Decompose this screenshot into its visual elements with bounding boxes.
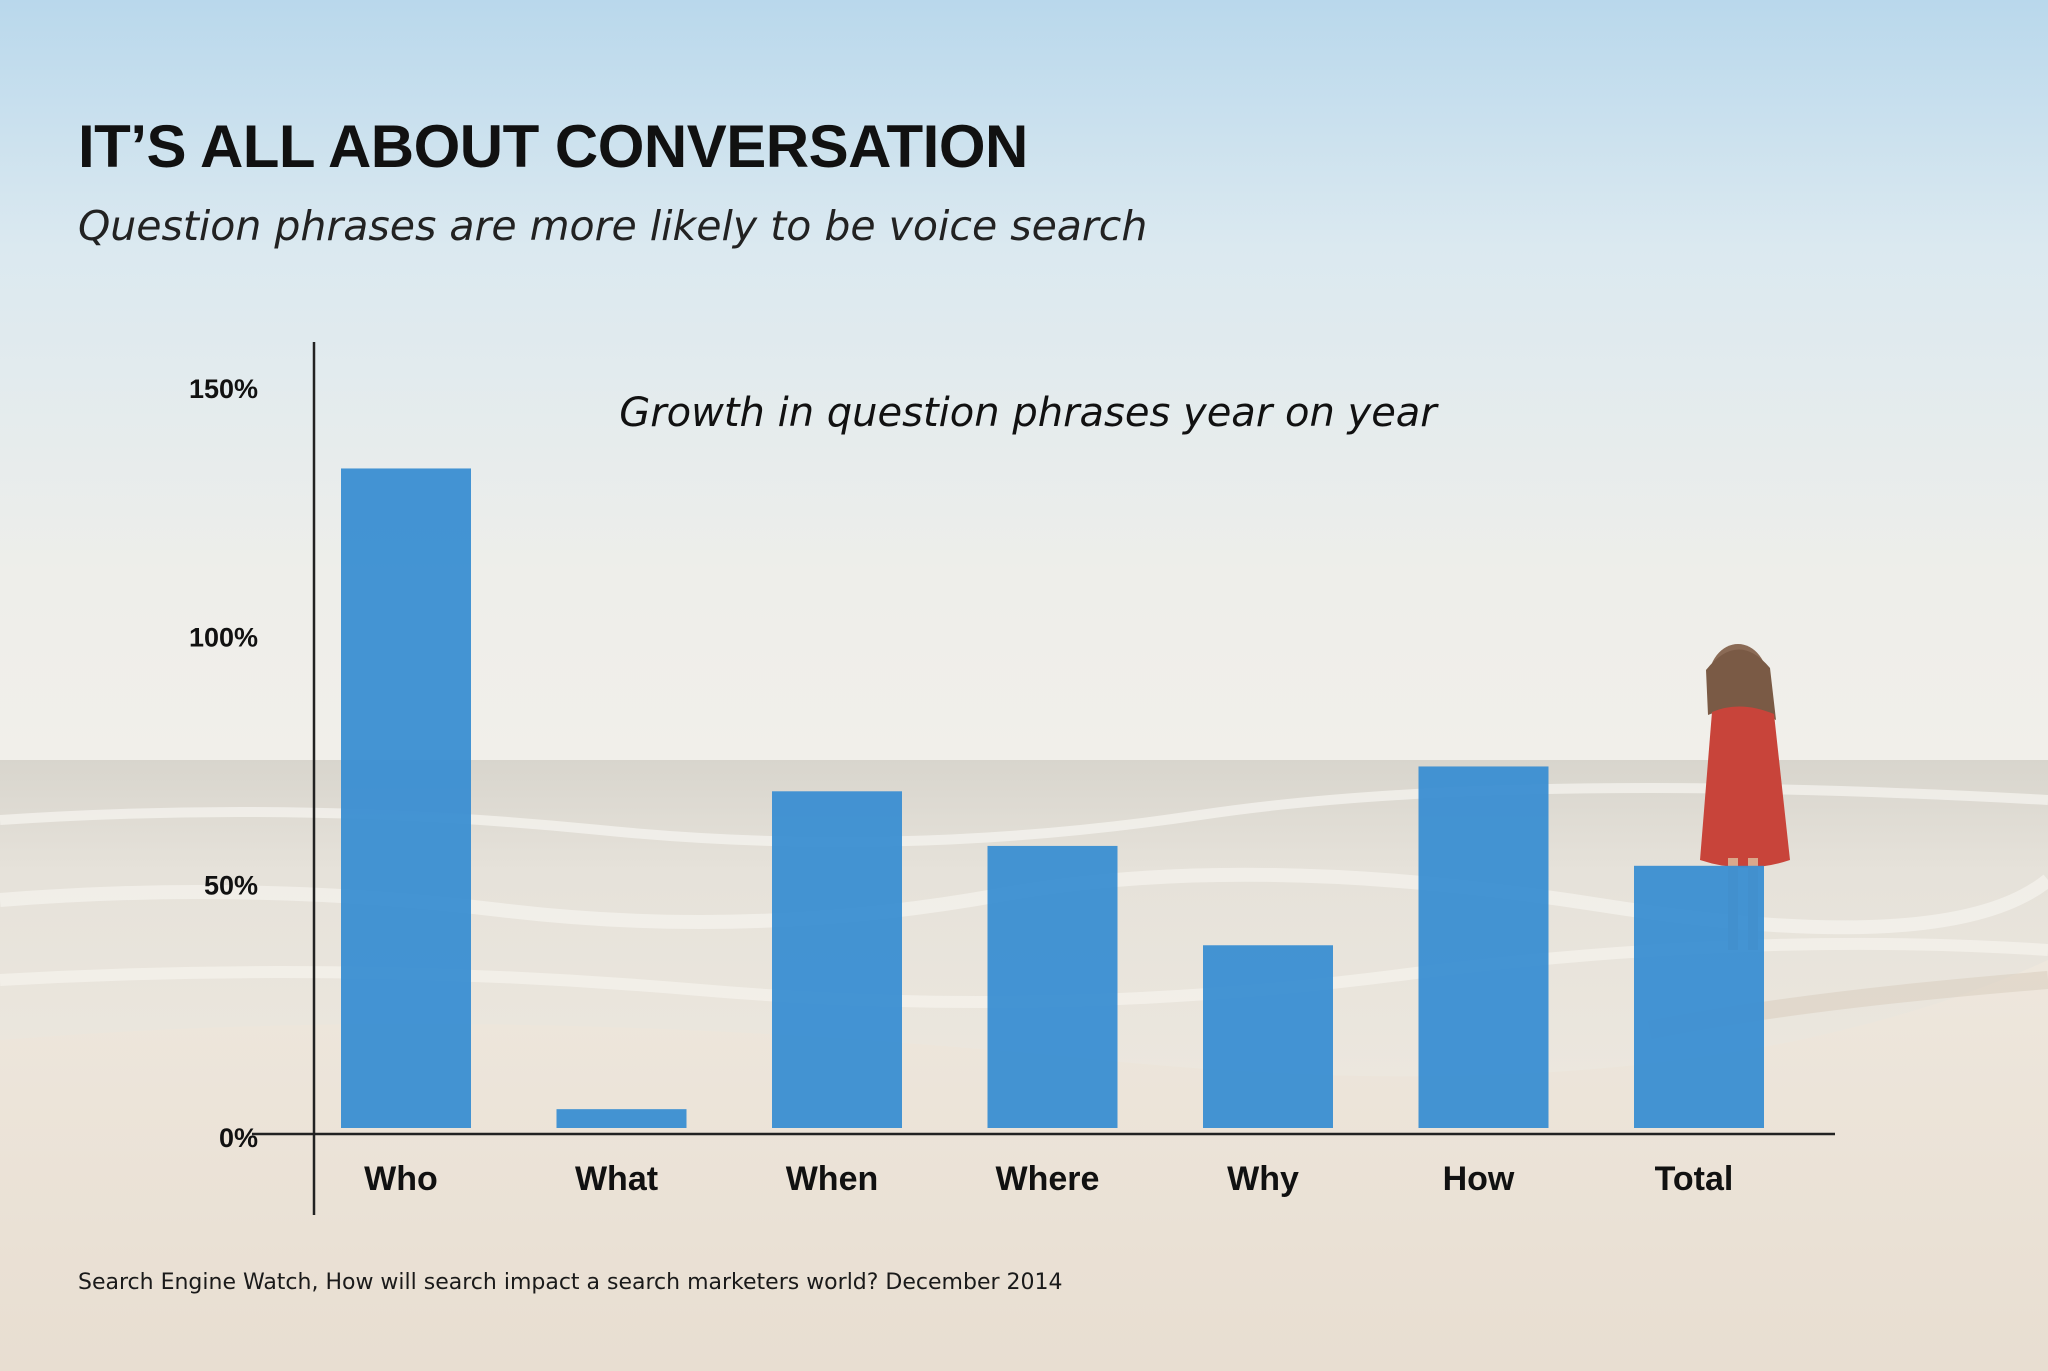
y-tick-label: 0% xyxy=(219,1123,258,1153)
bar-where xyxy=(987,845,1118,1128)
chart-title: Growth in question phrases year on year xyxy=(619,390,1439,436)
x-tick-label: Who xyxy=(364,1160,438,1198)
x-tick-label: What xyxy=(575,1160,658,1198)
x-tick-label: Where xyxy=(996,1160,1100,1198)
x-tick-label: Total xyxy=(1655,1160,1734,1198)
y-tick-label: 100% xyxy=(189,622,258,652)
y-tick-label: 50% xyxy=(204,871,258,901)
bar-total xyxy=(1634,865,1764,1128)
bar-who xyxy=(341,468,471,1128)
page-title: IT’S ALL ABOUT CONVERSATION xyxy=(78,113,1028,180)
bar-when xyxy=(772,791,902,1128)
source-citation: Search Engine Watch, How will search imp… xyxy=(78,1270,1063,1295)
page-subtitle: Question phrases are more likely to be v… xyxy=(78,202,1148,250)
x-tick-label: Why xyxy=(1227,1160,1299,1198)
bar-why xyxy=(1203,945,1333,1128)
bar-how xyxy=(1418,766,1549,1128)
x-tick-label: How xyxy=(1443,1160,1515,1198)
x-tick-label: When xyxy=(786,1160,879,1198)
y-tick-label: 150% xyxy=(189,374,258,404)
bar-what xyxy=(556,1109,687,1128)
